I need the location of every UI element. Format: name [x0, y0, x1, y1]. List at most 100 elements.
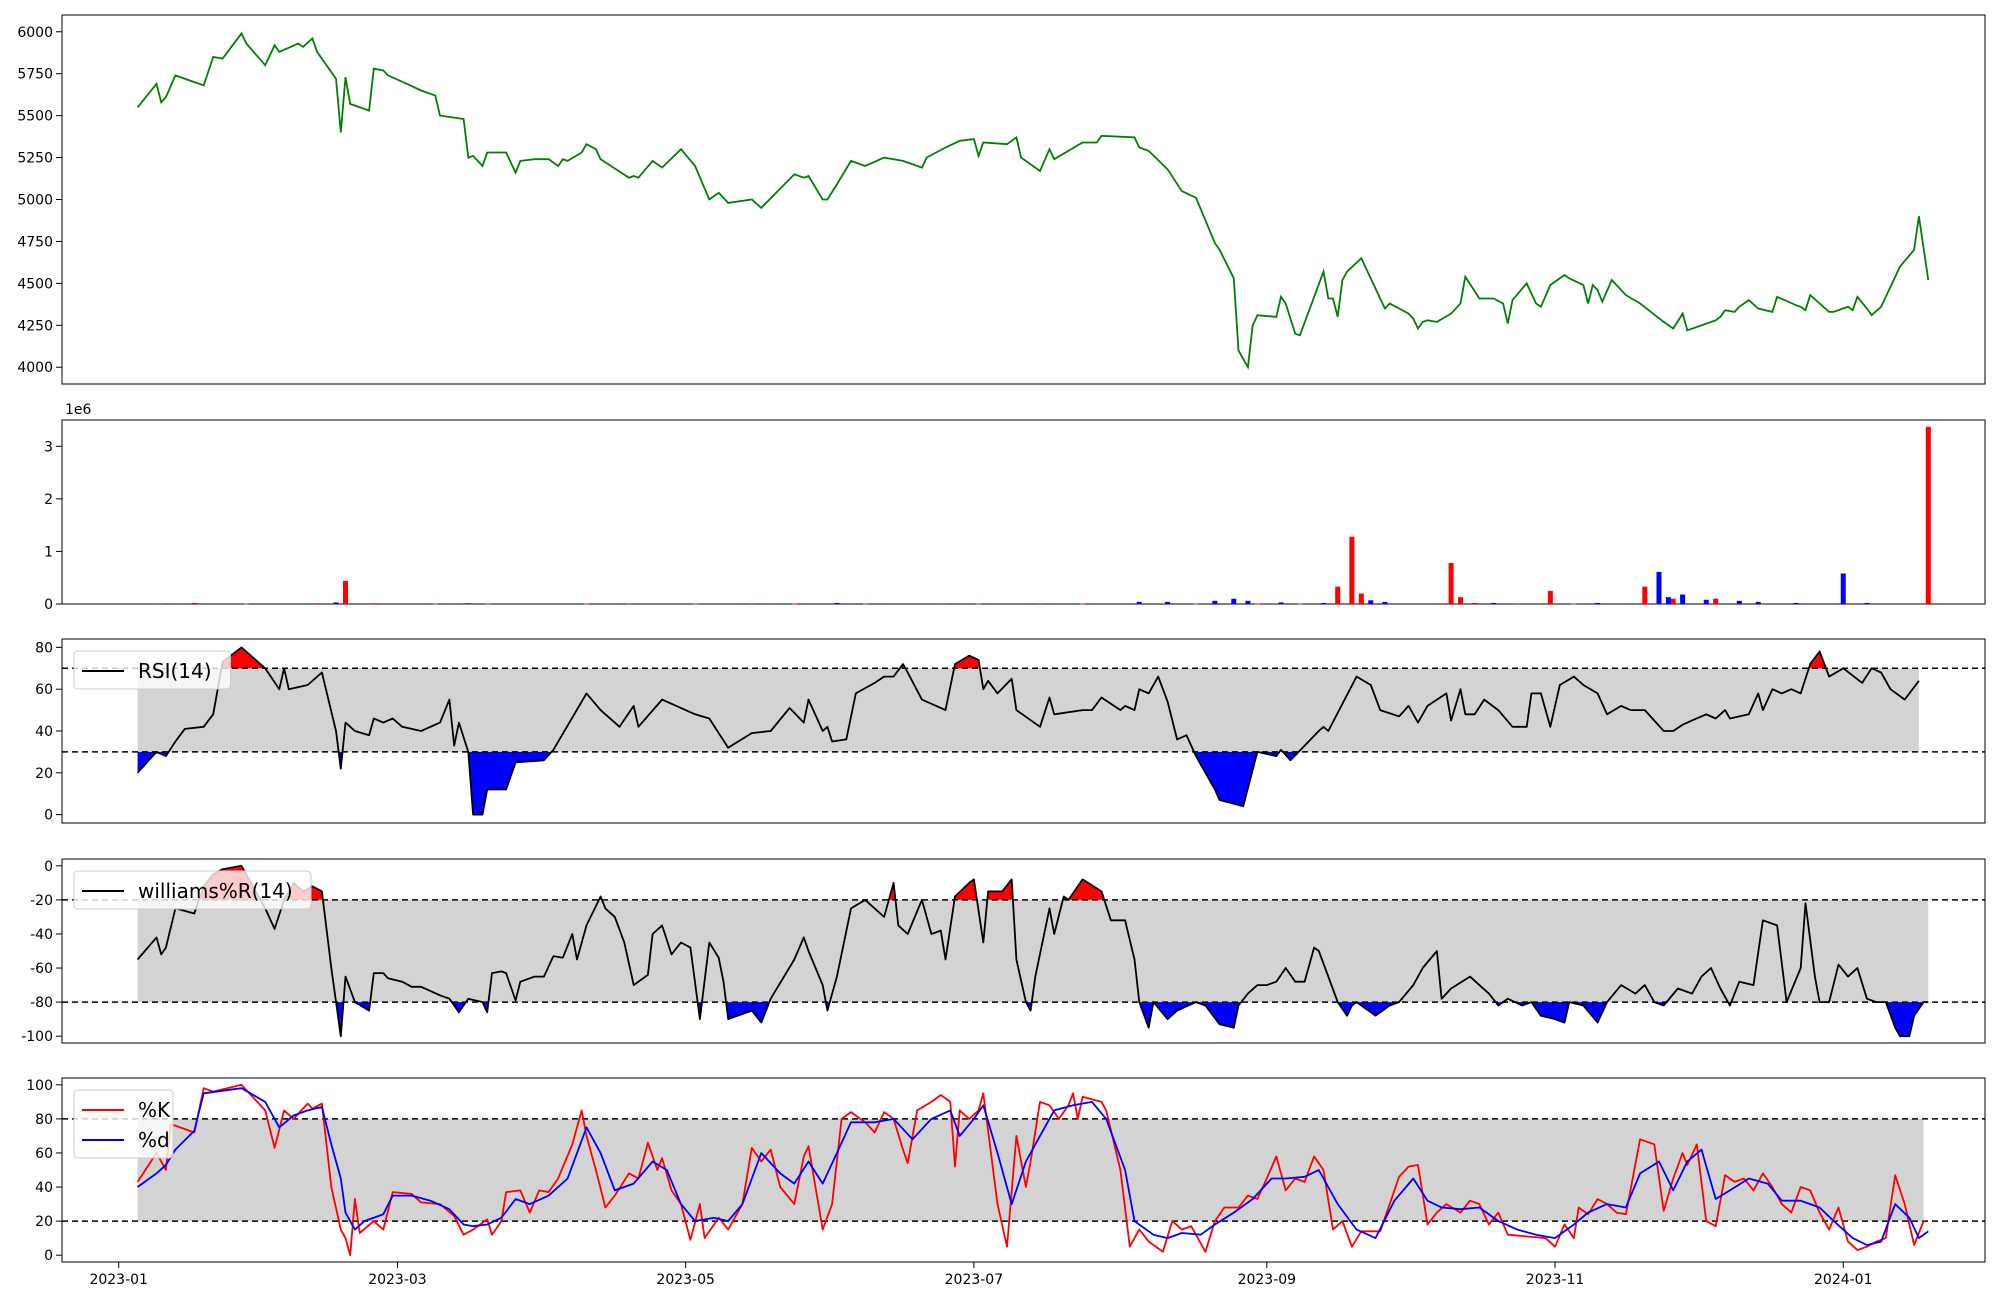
- williams-r-band: [137, 899, 1929, 1003]
- volume-bar-up: [1254, 603, 1260, 605]
- stochastic-y-tick-label: 20: [35, 1214, 53, 1230]
- stochastic-legend-label: %K: [138, 1098, 171, 1122]
- williams-r-y-tick-label: -20: [30, 893, 53, 909]
- rsi-oversold-fill: [1282, 751, 1299, 761]
- volume-bar-down: [749, 603, 755, 605]
- volume-bar-down: [626, 603, 632, 605]
- volume-bar-down: [1793, 602, 1799, 604]
- williams-r-oversold-fill: [1569, 1002, 1607, 1023]
- price-frame: [61, 14, 1986, 385]
- x-tick-label: 2023-01: [89, 1272, 148, 1288]
- rsi-y-tick-label: 60: [35, 682, 53, 698]
- price-y-tick-label: 4500: [17, 276, 53, 292]
- volume-bar-up: [1925, 426, 1931, 604]
- rsi-overbought-fill: [221, 647, 266, 669]
- volume-bar-up: [1642, 586, 1648, 604]
- volume-bar-up: [191, 602, 197, 604]
- price-y-tick-label: 5000: [17, 193, 53, 209]
- stochastic-y-tick-label: 60: [35, 1146, 53, 1162]
- rsi-y-tick-label: 40: [35, 724, 53, 740]
- volume-y-tick-label: 2: [44, 492, 53, 508]
- stochastic-legend-label: %d: [138, 1128, 170, 1152]
- price-y-tick-label: 5750: [17, 67, 53, 83]
- volume-bar-down: [1656, 571, 1662, 604]
- volume-bar-up: [1670, 598, 1676, 604]
- rsi-oversold-fill: [468, 751, 552, 815]
- price-y-tick-label: 4000: [17, 360, 53, 376]
- volume-bar-down: [1231, 598, 1237, 604]
- rsi-line-0: [136, 646, 1920, 816]
- volume-bar-down: [1278, 602, 1284, 604]
- williams-r-oversold-fill: [451, 1002, 466, 1013]
- williams-r-oversold-fill: [1139, 1002, 1154, 1028]
- volume-bar-down: [1212, 600, 1218, 604]
- volume-bar-down: [1514, 603, 1520, 605]
- volume-bar-down: [1680, 594, 1686, 604]
- x-tick-label: 2023-07: [945, 1272, 1004, 1288]
- x-tick-label: 2024-01: [1814, 1272, 1873, 1288]
- williams-r-overbought-fill: [954, 879, 977, 900]
- volume-bar-down: [1136, 601, 1142, 604]
- volume-bar-up: [484, 603, 490, 605]
- x-tick-label: 2023-09: [1238, 1272, 1297, 1288]
- rsi-y-tick-label: 20: [35, 766, 53, 782]
- volume-bar-up: [1713, 598, 1719, 604]
- williams-r-line-0: [136, 864, 1929, 1038]
- volume-bar-down: [1165, 601, 1171, 604]
- stochastic-panel: 0 20 40 60 80 100 %K %d: [26, 1077, 1986, 1264]
- rsi-y-tick-label: 80: [35, 640, 53, 656]
- williams-r-y-tick-label: -40: [30, 927, 53, 943]
- volume-bar-up: [583, 603, 589, 605]
- stochastic-line-0: [136, 1083, 1925, 1257]
- volume-bar-down: [834, 602, 840, 604]
- volume-bar-down: [158, 603, 164, 605]
- williams-r-frame: [61, 858, 1986, 1044]
- x-tick-label: 2023-03: [368, 1272, 427, 1288]
- stochastic-y-tick-label: 80: [35, 1112, 53, 1128]
- rsi-band: [137, 668, 1919, 752]
- williams-r-y-tick-label: -100: [21, 1029, 53, 1045]
- volume-y-tick-label: 0: [44, 597, 53, 613]
- volume-bar-up: [1448, 562, 1454, 604]
- volume-bar-up: [791, 603, 797, 605]
- volume-bar-up: [371, 603, 377, 605]
- volume-bar-down: [1491, 602, 1497, 604]
- williams-r-legend-label: williams%R(14): [138, 879, 293, 903]
- volume-bar-up: [692, 603, 698, 605]
- volume-bar-up: [1080, 603, 1086, 605]
- volume-bar-up: [1193, 603, 1199, 605]
- stochastic-y-tick-label: 0: [44, 1248, 53, 1264]
- rsi-legend-label: RSI(14): [138, 659, 212, 683]
- stochastic-frame: [61, 1077, 1986, 1263]
- volume-bar-down: [465, 603, 471, 605]
- williams-r-panel: -100 -80 -60 -40 -20 0 williams%R(14): [21, 858, 1986, 1045]
- volume-frame: [61, 419, 1986, 605]
- price-y-tick-label: 5500: [17, 109, 53, 125]
- volume-bar-down: [943, 603, 949, 605]
- williams-r-legend-box: [73, 870, 312, 910]
- volume-bar-down: [1595, 602, 1601, 604]
- price-y-tick-label: 6000: [17, 25, 53, 41]
- price-y-tick-label: 5250: [17, 151, 53, 167]
- volume-bar-down: [1755, 601, 1761, 604]
- volume-bar-up: [1358, 593, 1364, 604]
- williams-r-y-tick-label: -80: [30, 995, 53, 1011]
- volume-bar-up: [1472, 602, 1478, 604]
- price-y-tick-label: 4250: [17, 318, 53, 334]
- volume-bar-down: [1703, 599, 1709, 604]
- rsi-legend-box: [73, 650, 231, 690]
- volume-bar-down: [1245, 600, 1251, 604]
- price-panel: 4000 4250 4500 4750 5000 5250 5500 5750 6000: [17, 14, 1986, 385]
- rsi-overbought-fill: [954, 655, 980, 669]
- williams-r-oversold-fill: [1531, 1002, 1570, 1023]
- volume-bar-up: [314, 603, 320, 605]
- stochastic-y-tick-label: 100: [26, 1078, 53, 1094]
- volume-bar-down: [1382, 601, 1388, 604]
- williams-r-y-tick-label: 0: [44, 859, 53, 875]
- rsi-oversold-fill: [1194, 751, 1258, 807]
- rsi-panel: 0 20 40 60 80 RSI(14): [35, 638, 1986, 824]
- volume-bar-up: [1547, 590, 1553, 604]
- volume-bar-up: [1458, 597, 1464, 604]
- stochastic-band: [137, 1118, 1924, 1222]
- volume-bar-up: [862, 603, 868, 605]
